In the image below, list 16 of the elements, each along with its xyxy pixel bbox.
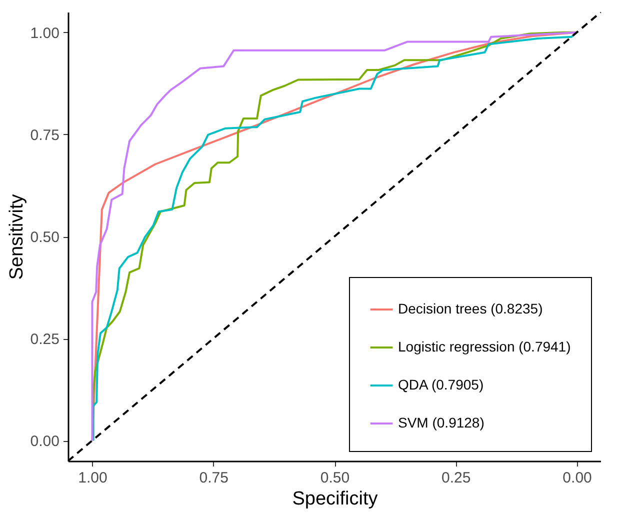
x-tick-label: 1.00 [78, 470, 108, 486]
x-tick-label: 0.75 [199, 470, 228, 486]
x-axis-title: Specificity [292, 488, 378, 510]
x-tick-label: 0.00 [562, 470, 592, 486]
y-tick-label: 0.25 [30, 331, 60, 348]
legend-label: Decision trees (0.8235) [398, 300, 543, 316]
y-tick-label: 1.00 [30, 24, 60, 42]
y-tick-label: 0.00 [30, 433, 60, 450]
y-tick-label: 0.50 [30, 229, 60, 246]
y-axis-title: Sensitivity [6, 194, 28, 280]
y-tick-label: 0.75 [30, 126, 60, 144]
x-tick-label: 0.50 [320, 470, 350, 486]
legend-label: SVM (0.9128) [398, 414, 484, 430]
x-tick-label: 0.25 [442, 470, 471, 486]
legend-label: Logistic regression (0.7941) [398, 338, 571, 354]
legend-label: QDA (0.7905) [398, 376, 484, 392]
